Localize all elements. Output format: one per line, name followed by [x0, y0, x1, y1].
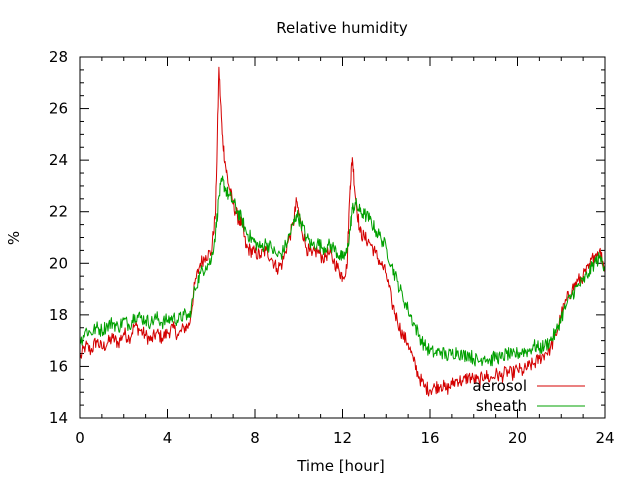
legend-label-sheath: sheath: [476, 397, 527, 415]
x-tick-label: 8: [250, 429, 260, 447]
y-tick-label: 20: [49, 254, 68, 272]
x-tick-label: 0: [75, 429, 85, 447]
x-axis-label: Time [hour]: [296, 457, 385, 475]
y-tick-label: 22: [49, 203, 68, 221]
y-tick-label: 26: [49, 100, 68, 118]
legend-label-aerosol: aerosol: [472, 377, 527, 395]
legend: aerosol sheath: [472, 377, 585, 415]
y-tick-label: 14: [49, 409, 68, 427]
x-tick-label: 12: [333, 429, 352, 447]
x-tick-label: 20: [508, 429, 527, 447]
y-axis-label: %: [5, 231, 23, 245]
y-tick-label: 18: [49, 306, 68, 324]
y-tick-label: 16: [49, 357, 68, 375]
series-line-sheath: [79, 175, 606, 367]
plot-frame: [79, 56, 606, 419]
y-tick-label: 24: [49, 151, 68, 169]
axis-ticks: 14 16 18 20 22 24 26 28 0 4 8 12 16 20 24: [49, 48, 615, 447]
x-tick-label: 4: [163, 429, 173, 447]
series-layer: [79, 66, 606, 397]
x-tick-label: 24: [595, 429, 614, 447]
x-tick-label: 16: [420, 429, 439, 447]
chart-title: Relative humidity: [276, 19, 408, 37]
series-line-aerosol: [79, 66, 606, 397]
y-tick-label: 28: [49, 48, 68, 66]
